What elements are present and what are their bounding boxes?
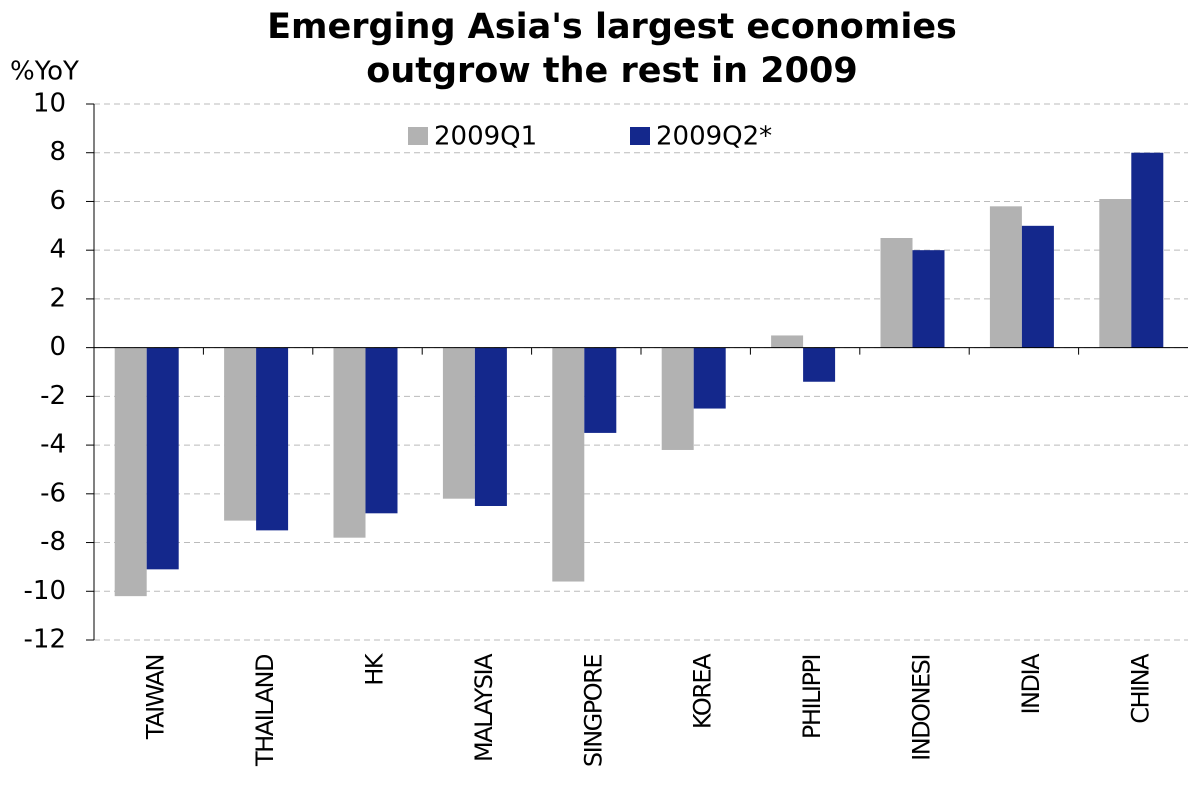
legend-swatch xyxy=(630,127,650,145)
x-tick-label: INDIA xyxy=(1017,653,1045,715)
bar xyxy=(365,347,398,514)
x-tick-label: TAIWAN xyxy=(142,655,170,740)
y-tick-label: 4 xyxy=(49,235,66,265)
chart-title: Emerging Asia's largest economies xyxy=(267,7,957,47)
y-tick-label: 0 xyxy=(49,332,66,362)
bar xyxy=(333,347,366,538)
bar xyxy=(693,347,726,409)
bar xyxy=(989,206,1022,348)
bar xyxy=(661,347,694,450)
legend-label: 2009Q2* xyxy=(656,122,772,152)
bar xyxy=(1099,199,1132,348)
bar xyxy=(880,238,913,348)
x-tick-label: HK xyxy=(361,652,389,686)
bar xyxy=(256,347,289,531)
bar xyxy=(912,250,945,348)
legend-swatch xyxy=(408,127,428,145)
x-tick-label: KOREA xyxy=(689,653,717,729)
y-tick-label: 10 xyxy=(33,89,66,119)
bar xyxy=(803,347,836,382)
bar xyxy=(771,335,804,348)
x-tick-label: PHILIPPI xyxy=(798,655,826,739)
x-tick-label: SINGPORE xyxy=(579,655,607,767)
bar xyxy=(584,347,617,433)
bar xyxy=(224,347,257,521)
bar xyxy=(552,347,585,582)
x-tick-label: CHINA xyxy=(1126,653,1154,724)
y-tick-label: -8 xyxy=(40,527,66,557)
x-tick-label: THAILAND xyxy=(251,654,279,767)
y-tick-label: 6 xyxy=(49,186,66,216)
bar xyxy=(474,347,507,506)
y-tick-label: -2 xyxy=(40,381,66,411)
legend-label: 2009Q1 xyxy=(434,122,537,152)
x-tick-label: INDONESI xyxy=(908,655,936,761)
bar xyxy=(442,347,475,499)
bar xyxy=(1021,225,1054,348)
bar xyxy=(1131,152,1164,348)
y-tick-label: 2 xyxy=(49,283,66,313)
y-tick-label: -12 xyxy=(24,625,66,655)
y-tick-label: -10 xyxy=(24,576,66,606)
x-tick-label: MALAYSIA xyxy=(470,653,498,762)
y-tick-label: -6 xyxy=(40,478,66,508)
y-tick-label: -4 xyxy=(40,430,66,460)
chart-title: outgrow the rest in 2009 xyxy=(366,51,857,91)
bar xyxy=(114,347,147,597)
y-axis-label: %YoY xyxy=(10,57,79,87)
y-tick-label: 8 xyxy=(49,137,66,167)
bar xyxy=(146,347,179,570)
